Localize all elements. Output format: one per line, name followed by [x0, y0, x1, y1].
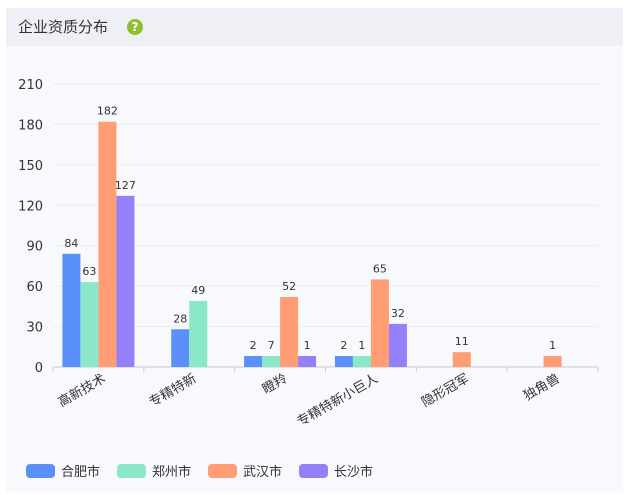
y-tick-label: 180: [18, 118, 43, 133]
legend-swatch: [208, 464, 237, 478]
data-label: 28: [173, 312, 187, 325]
data-label: 2: [250, 339, 257, 352]
x-category-label: 专精特新小巨人: [294, 371, 381, 430]
bar: [370, 279, 389, 367]
legend-swatch: [117, 464, 146, 478]
data-label: 49: [191, 284, 205, 297]
legend-swatch: [299, 464, 328, 478]
data-label: 63: [82, 265, 96, 278]
x-category-label: 瞪羚: [260, 371, 290, 397]
bar: [98, 121, 117, 367]
data-label: 127: [115, 179, 136, 192]
data-label: 65: [373, 262, 387, 275]
y-tick-label: 30: [26, 321, 43, 336]
legend-label: 武汉市: [243, 464, 282, 480]
x-category-label: 独角兽: [521, 371, 562, 403]
question-circle-icon[interactable]: ?: [127, 19, 143, 35]
data-label: 1: [549, 339, 556, 352]
bar: [189, 300, 208, 367]
data-label: 11: [455, 335, 469, 348]
y-tick-label: 0: [35, 361, 43, 376]
data-label: 32: [391, 307, 405, 320]
x-category-label: 专精特新: [146, 371, 199, 411]
y-tick-label: 210: [18, 78, 43, 93]
legend-label: 郑州市: [152, 464, 191, 480]
bar: [334, 356, 353, 367]
bar: [80, 282, 99, 367]
bar: [262, 356, 281, 367]
bar: [62, 253, 81, 367]
x-category-label: 高新技术: [55, 371, 108, 411]
y-tick-label: 60: [26, 280, 43, 295]
legend-swatch: [26, 464, 55, 478]
legend-label: 合肥市: [61, 464, 100, 480]
bar: [388, 323, 407, 367]
bar: [116, 195, 135, 367]
bar: [452, 352, 471, 367]
data-label: 2: [340, 339, 347, 352]
bar: [171, 329, 190, 367]
legend-label: 长沙市: [334, 464, 373, 480]
panel-title: 企业资质分布: [18, 18, 109, 36]
y-tick-label: 90: [26, 240, 43, 255]
data-label: 84: [64, 237, 78, 250]
bar: [298, 356, 317, 367]
x-category-label: 隐形冠军: [419, 371, 472, 410]
data-label: 52: [282, 280, 296, 293]
y-tick-label: 150: [18, 159, 43, 174]
data-label: 7: [268, 339, 275, 352]
data-label: 1: [358, 339, 365, 352]
bar: [543, 356, 562, 367]
bar: [352, 356, 371, 367]
y-tick-label: 120: [18, 199, 43, 214]
data-label: 1: [304, 339, 311, 352]
panel-header: 企业资质分布 ?: [6, 8, 623, 46]
bar: [280, 296, 299, 367]
data-label: 182: [97, 105, 118, 118]
bar: [244, 356, 263, 367]
